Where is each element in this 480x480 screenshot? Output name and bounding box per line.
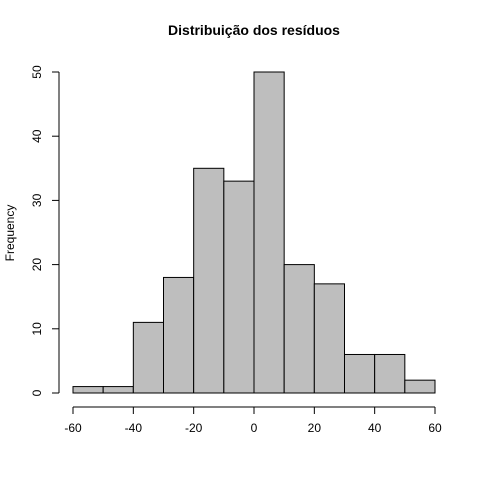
- y-tick-label: 40: [30, 129, 44, 143]
- histogram-bar: [163, 276, 195, 394]
- bars-group: [72, 71, 436, 394]
- y-tick-label: 0: [30, 389, 44, 396]
- histogram-bar: [132, 321, 164, 394]
- x-tick-label: 20: [308, 421, 322, 435]
- chart-title: Distribuição dos resíduos: [168, 22, 340, 38]
- y-tick-label: 30: [30, 193, 44, 207]
- histogram-bar: [374, 353, 406, 394]
- x-tick-label: -40: [125, 421, 143, 435]
- y-tick-label: 50: [30, 65, 44, 79]
- x-tick-label: -60: [64, 421, 82, 435]
- y-tick-label: 20: [30, 258, 44, 272]
- y-axis-label: Frequency: [3, 205, 17, 262]
- histogram-bar: [404, 379, 436, 394]
- x-tick-label: -20: [185, 421, 203, 435]
- x-axis: -60 -40 -20 0 20 40 60: [64, 406, 442, 435]
- histogram-bar: [344, 353, 376, 394]
- histogram-bar: [253, 71, 285, 394]
- x-tick-label: 60: [428, 421, 442, 435]
- histogram-bar: [102, 386, 134, 394]
- histogram-bar: [72, 386, 104, 394]
- x-tick-label: 0: [251, 421, 258, 435]
- y-axis: 0 10 20 30 40 50: [30, 65, 60, 396]
- x-tick-label: 40: [368, 421, 382, 435]
- histogram-bar: [313, 283, 346, 394]
- histogram-bar: [193, 167, 225, 394]
- histogram-bar: [223, 180, 255, 394]
- y-tick-label: 10: [30, 322, 44, 336]
- histogram-bar: [283, 264, 315, 394]
